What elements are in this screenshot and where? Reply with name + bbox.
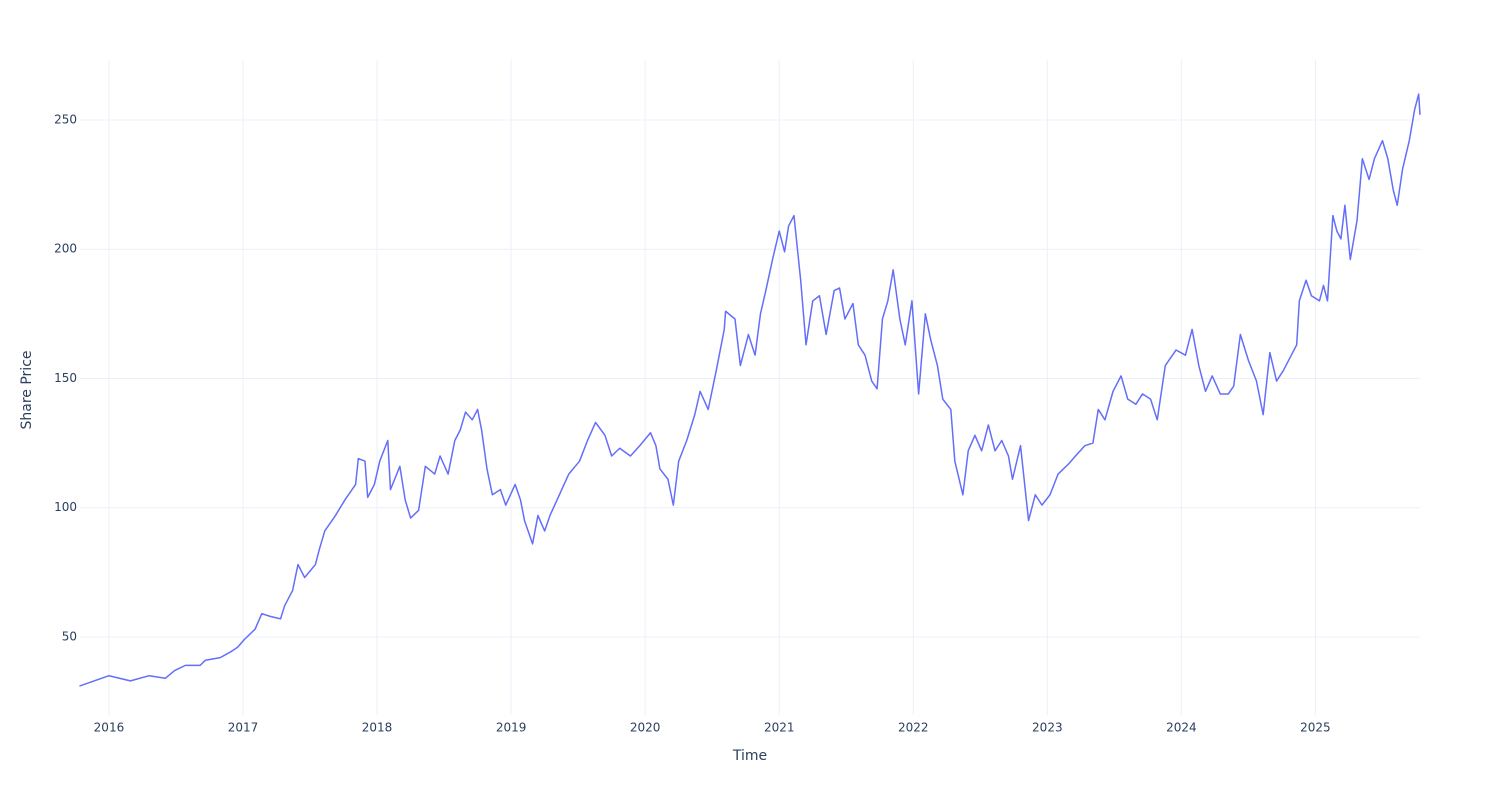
y-tick-label: 150 bbox=[54, 371, 77, 385]
y-tick-label: 200 bbox=[54, 242, 77, 256]
y-tick-label: 250 bbox=[54, 112, 77, 126]
x-tick-label: 2022 bbox=[898, 721, 929, 735]
x-tick-label: 2016 bbox=[94, 721, 125, 735]
x-tick-label: 2021 bbox=[764, 721, 795, 735]
price-line bbox=[79, 93, 1421, 687]
x-tick-label: 2025 bbox=[1300, 721, 1331, 735]
x-axis-title: Time bbox=[732, 748, 767, 764]
x-tick-label: 2018 bbox=[362, 721, 393, 735]
y-axis-title: Share Price bbox=[19, 350, 35, 429]
y-tick-label: 50 bbox=[62, 629, 77, 643]
y-tick-label: 100 bbox=[54, 500, 77, 514]
x-tick-label: 2023 bbox=[1032, 721, 1063, 735]
x-tick-label: 2019 bbox=[496, 721, 527, 735]
x-tick-label: 2020 bbox=[630, 721, 661, 735]
x-tick-label: 2024 bbox=[1166, 721, 1197, 735]
x-tick-label: 2017 bbox=[228, 721, 259, 735]
